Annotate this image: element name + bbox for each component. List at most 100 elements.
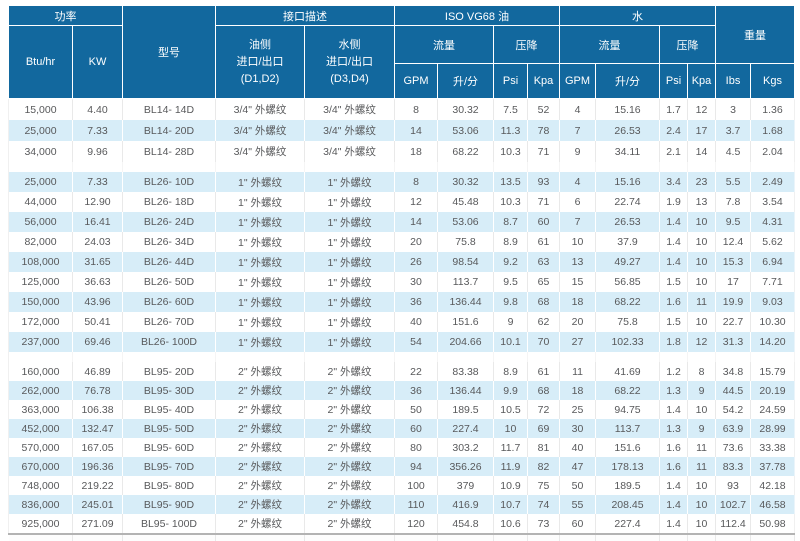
cell-water-gpm: 47 — [559, 457, 597, 476]
cell-kw: 9.96 — [72, 141, 123, 162]
cell-water-port: 1" 外螺纹 — [304, 252, 395, 272]
cell-kw: 76.78 — [72, 381, 123, 400]
cell-oil-gpm: 110 — [394, 495, 438, 514]
cell-oil-lpm: 227.4 — [437, 419, 494, 438]
cell-water-lpm: 68.22 — [595, 292, 661, 312]
cell-lbs: 17 — [715, 272, 752, 292]
cell-btu: 56,000 — [8, 212, 73, 232]
spacer-cell — [8, 352, 73, 362]
cell-oil-lpm: 113.7 — [437, 272, 494, 292]
cell-oil-kpa: 93 — [527, 172, 561, 192]
cell-kgs: 2.49 — [750, 172, 796, 192]
cell-water-kpa: 10 — [687, 514, 717, 534]
cell-model: BL95- 30D — [122, 381, 216, 400]
cell-water-kpa: 13 — [687, 192, 717, 212]
cell-oil-lpm: 30.32 — [437, 98, 494, 120]
water-side-line3: (D3,D4) — [330, 72, 369, 85]
spacer-cell — [215, 162, 305, 172]
cell-water-kpa: 10 — [687, 212, 717, 232]
cell-kgs: 1.68 — [750, 120, 796, 141]
header-water-gpm: GPM — [559, 63, 597, 99]
cell-model: BL26- 34D — [122, 232, 216, 252]
cell-water-kpa: 11 — [687, 292, 717, 312]
cell-water-psi: 1.2 — [659, 362, 689, 381]
cell-kgs: 5.62 — [750, 232, 796, 252]
cell-water-lpm: 26.53 — [595, 212, 661, 232]
cell-water-psi: 1.5 — [659, 272, 689, 292]
cell-lbs: 83.3 — [715, 457, 752, 476]
cell-water-port: 1" 外螺纹 — [304, 192, 395, 212]
cell-water-lpm: 113.7 — [595, 419, 661, 438]
cell-oil-gpm: 14 — [394, 120, 438, 141]
cell-kw: 7.33 — [72, 172, 123, 192]
cell-water-gpm: 30 — [559, 419, 597, 438]
cell-kgs: 2.04 — [750, 141, 796, 162]
cell-btu: 44,000 — [8, 192, 73, 212]
cell-oil-gpm: 36 — [394, 292, 438, 312]
cell-water-psi: 2.1 — [659, 141, 689, 162]
cell-water-lpm: 56.85 — [595, 272, 661, 292]
cell-kgs: 3.54 — [750, 192, 796, 212]
cell-lbs: 15.3 — [715, 252, 752, 272]
cell-oil-lpm: 75.8 — [437, 232, 494, 252]
cell-water-psi: 3.4 — [659, 172, 689, 192]
cell-model: BL14- 28D — [122, 141, 216, 162]
cell-model: BL95- 50D — [122, 419, 216, 438]
table-row-bl26-1: 44,000 12.90 BL26- 18D 1" 外螺纹 1" 外螺纹 12 45.48 1… — [8, 192, 796, 212]
cell-water-psi: 1.5 — [659, 312, 689, 332]
header-oil-kpa: Kpa — [526, 63, 561, 99]
cell-oil-lpm: 45.48 — [437, 192, 494, 212]
cell-oil-gpm: 60 — [394, 419, 438, 438]
cell-oil-lpm: 204.66 — [437, 332, 494, 352]
cell-water-gpm: 40 — [559, 438, 597, 457]
cell-oil-kpa: 73 — [527, 514, 561, 534]
cell-oil-psi: 7.5 — [493, 98, 528, 120]
cell-oil-kpa: 63 — [527, 252, 561, 272]
cell-oil-port: 1" 外螺纹 — [215, 332, 305, 352]
table-row-bl95-8: 925,000 271.09 BL95- 100D 2" 外螺纹 2" 外螺纹 120 45… — [8, 514, 796, 534]
spacer-cell — [394, 162, 438, 172]
cell-water-lpm: 26.53 — [595, 120, 661, 141]
water-side-line1: 水侧 — [338, 38, 361, 51]
cell-oil-psi: 8.9 — [493, 362, 528, 381]
water-side-line2: 进口/出口 — [325, 55, 374, 68]
partial-next-row-strip — [8, 533, 796, 541]
header-lbs: Ibs — [715, 63, 752, 99]
cell-model: BL14- 14D — [122, 98, 216, 120]
foot-strip-cell — [687, 533, 717, 541]
cell-oil-port: 1" 外螺纹 — [215, 192, 305, 212]
cell-lbs: 34.8 — [715, 362, 752, 381]
cell-lbs: 93 — [715, 476, 752, 495]
cell-water-kpa: 17 — [687, 120, 717, 141]
cell-oil-gpm: 80 — [394, 438, 438, 457]
cell-water-lpm: 102.33 — [595, 332, 661, 352]
cell-water-port: 3/4" 外螺纹 — [304, 120, 395, 141]
header-oil-pressure-drop: 压降 — [492, 25, 561, 64]
cell-oil-gpm: 54 — [394, 332, 438, 352]
cell-water-port: 1" 外螺纹 — [304, 212, 395, 232]
spacer-cell — [659, 352, 689, 362]
spacer-cell — [493, 352, 528, 362]
table-row-bl26-7: 172,000 50.41 BL26- 70D 1" 外螺纹 1" 外螺纹 40 151.6… — [8, 312, 796, 332]
header-water-lpm: 升/分 — [595, 63, 661, 99]
cell-oil-gpm: 94 — [394, 457, 438, 476]
table-row-bl95-6: 748,000 219.22 BL95- 80D 2" 外螺纹 2" 外螺纹 100 379… — [8, 476, 796, 495]
cell-btu: 363,000 — [8, 400, 73, 419]
foot-strip-cell — [595, 533, 661, 541]
cell-water-gpm: 60 — [559, 514, 597, 534]
cell-oil-port: 3/4" 外螺纹 — [215, 141, 305, 162]
header-interface-group: 接口描述 — [215, 5, 395, 26]
cell-btu: 125,000 — [8, 272, 73, 292]
cell-oil-port: 1" 外螺纹 — [215, 252, 305, 272]
table-row-bl95-3: 452,000 132.47 BL95- 50D 2" 外螺纹 2" 外螺纹 60 227.… — [8, 419, 796, 438]
heat-exchanger-spec-table: 功率 型号 接口描述 ISO VG68 油 水 重量 Btu/hr KW 油侧 … — [8, 5, 796, 541]
header-oil-flow: 流量 — [394, 25, 494, 64]
cell-model: BL14- 20D — [122, 120, 216, 141]
cell-water-psi: 1.6 — [659, 457, 689, 476]
cell-kgs: 46.58 — [750, 495, 796, 514]
table-row-bl14-0: 15,000 4.40 BL14- 14D 3/4" 外螺纹 3/4" 外螺纹 8 30.3… — [8, 98, 796, 120]
foot-strip-cell — [72, 533, 123, 541]
cell-oil-kpa: 61 — [527, 232, 561, 252]
cell-oil-port: 2" 外螺纹 — [215, 514, 305, 534]
cell-oil-kpa: 71 — [527, 141, 561, 162]
